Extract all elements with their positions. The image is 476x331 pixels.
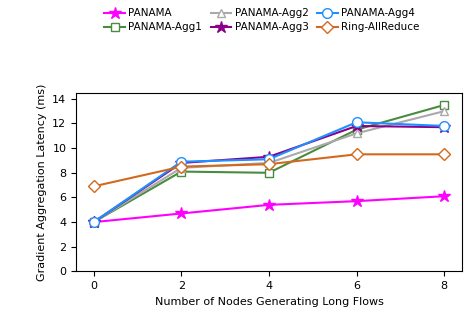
PANAMA-Agg2 [91,220,97,224]
PANAMA-Agg1 [441,103,447,107]
PANAMA-Agg3 [441,125,447,129]
PANAMA-Agg3 [91,220,97,224]
PANAMA-Agg4 [91,220,97,224]
PANAMA-Agg3 [266,155,272,159]
Line: PANAMA-Agg4: PANAMA-Agg4 [89,118,449,227]
Line: Ring-AllReduce: Ring-AllReduce [89,150,448,191]
PANAMA-Agg1 [266,171,272,175]
PANAMA-Agg3 [178,161,184,165]
Y-axis label: Gradient Aggregation Latency (ms): Gradient Aggregation Latency (ms) [37,83,47,281]
Ring-AllReduce [266,162,272,166]
PANAMA [91,220,97,224]
Line: PANAMA-Agg2: PANAMA-Agg2 [89,107,448,226]
PANAMA-Agg4 [441,124,447,128]
PANAMA-Agg4 [266,157,272,161]
PANAMA-Agg4 [178,160,184,164]
X-axis label: Number of Nodes Generating Long Flows: Number of Nodes Generating Long Flows [155,297,383,307]
PANAMA-Agg2 [178,166,184,170]
Ring-AllReduce [178,165,184,168]
PANAMA-Agg4 [354,120,359,124]
PANAMA-Agg1 [354,128,359,132]
Ring-AllReduce [441,152,447,156]
PANAMA-Agg1 [91,220,97,224]
Line: PANAMA-Agg1: PANAMA-Agg1 [89,101,448,226]
PANAMA [266,203,272,207]
PANAMA-Agg3 [354,124,359,128]
PANAMA-Agg2 [441,109,447,113]
PANAMA-Agg2 [266,161,272,165]
PANAMA-Agg2 [354,131,359,135]
PANAMA [354,199,359,203]
PANAMA [441,194,447,198]
Line: PANAMA: PANAMA [88,190,450,228]
Ring-AllReduce [354,152,359,156]
PANAMA [178,212,184,215]
PANAMA-Agg1 [178,169,184,173]
Legend: PANAMA, PANAMA-Agg1, PANAMA-Agg2, PANAMA-Agg3, PANAMA-Agg4, Ring-AllReduce: PANAMA, PANAMA-Agg1, PANAMA-Agg2, PANAMA… [101,5,422,36]
Line: PANAMA-Agg3: PANAMA-Agg3 [88,120,450,228]
Ring-AllReduce [91,184,97,188]
